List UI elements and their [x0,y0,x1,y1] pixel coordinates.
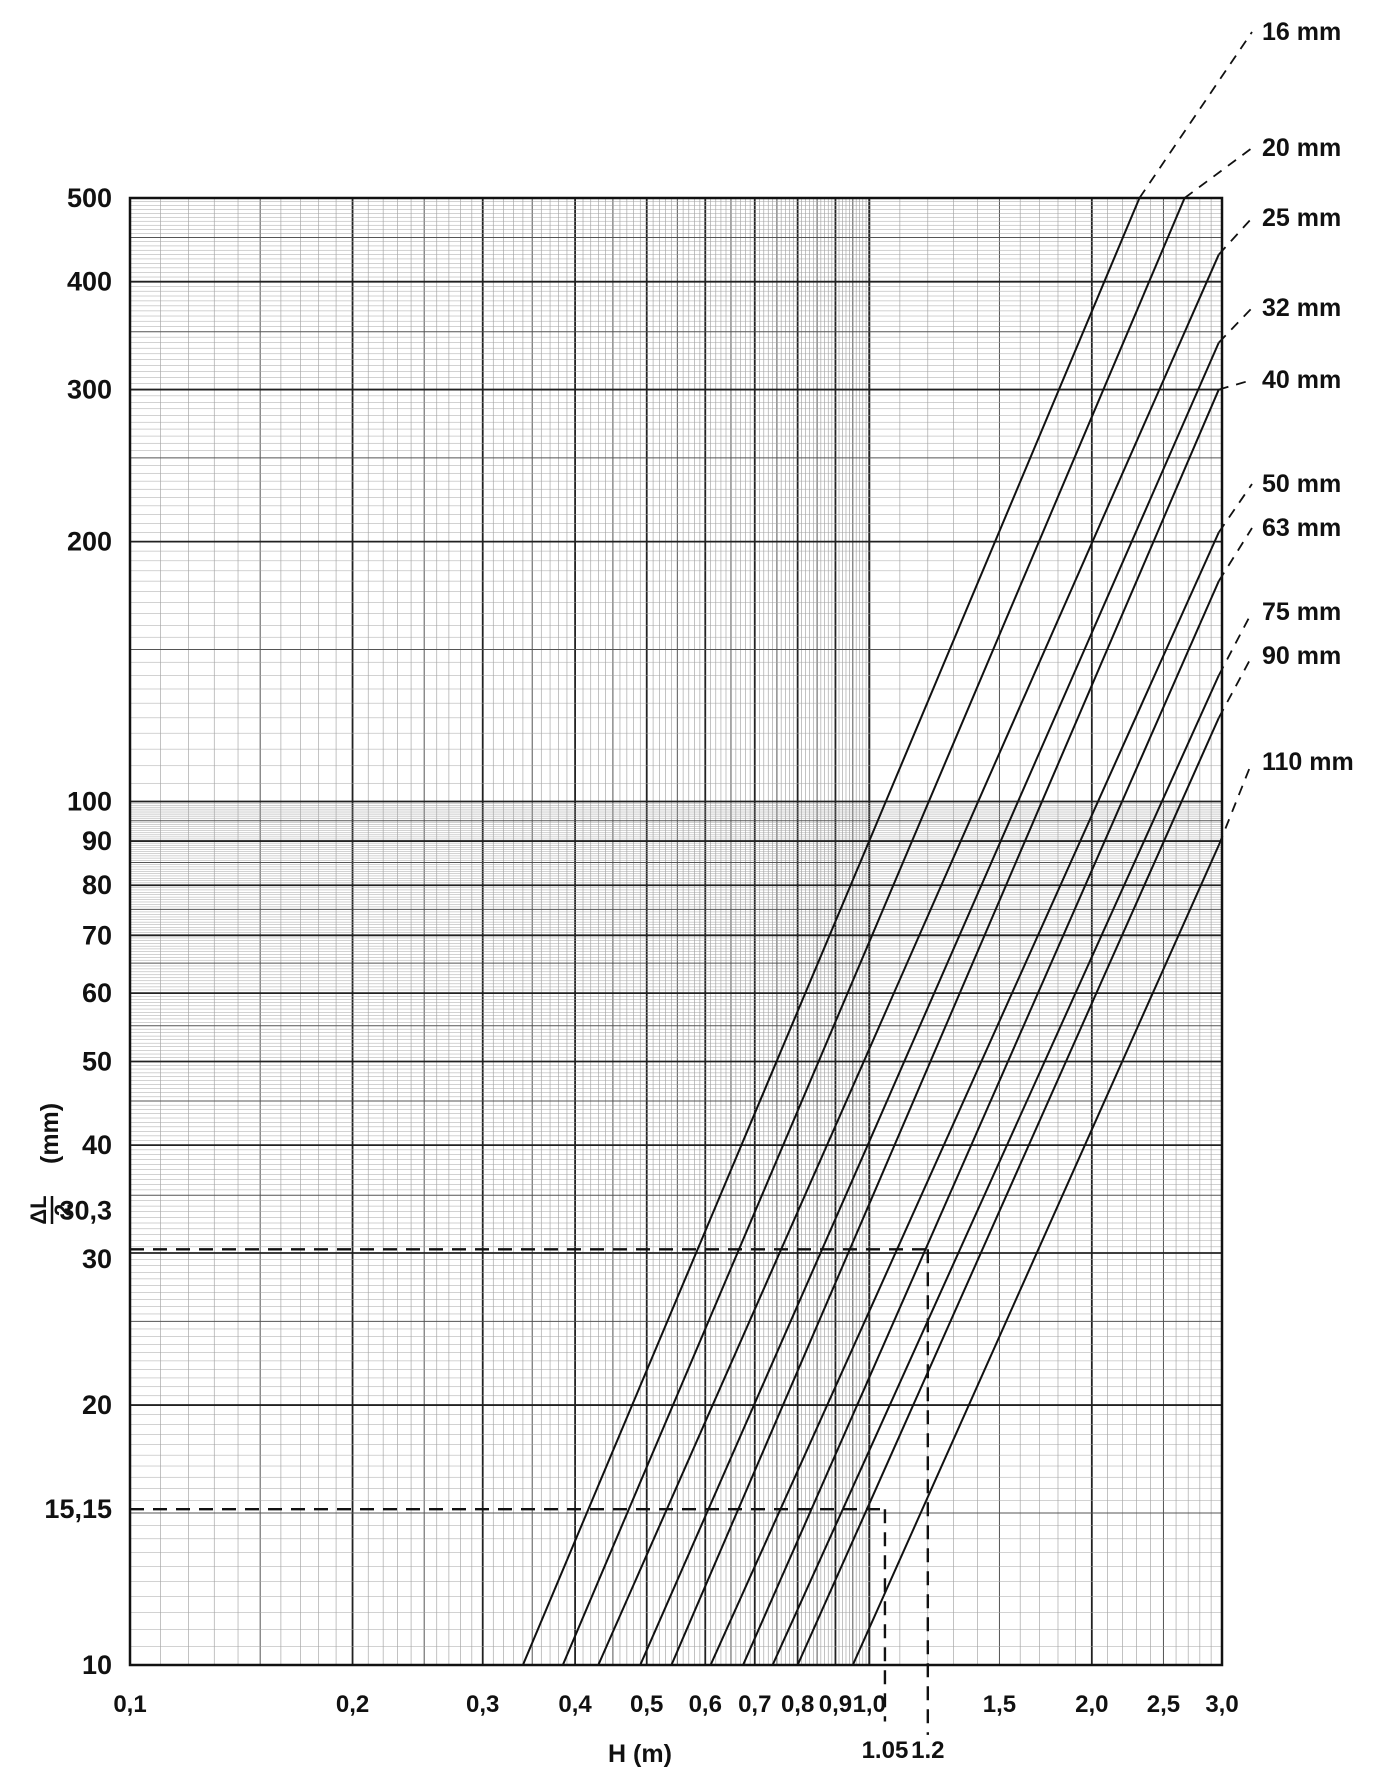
x-tick-label: 1,5 [983,1691,1016,1718]
y-axis-ticks: 10 15,15 20 30 30,3 40 50 60 70 80 90 100 200 300 400 5… [44,183,112,1680]
x-axis-ticks: 0,1 0,2 0,3 0,4 0,5 0,6 0,7 0,8 0,9 1,0 1,5 2,0 2,5 3… [113,1691,1238,1764]
series-leader-50-mm [1218,483,1253,533]
series-leader-40-mm [1218,379,1253,391]
series-leader-16-mm [1138,31,1253,199]
x-tick-label: 2,0 [1075,1691,1108,1718]
x-tick-label: 0,4 [558,1691,592,1718]
y-axis-label-top: ΔL [26,1195,51,1224]
x-tick-label: 0,8 [781,1691,814,1718]
plot-frame [128,196,1224,1667]
series-line-50-mm [709,531,1220,1666]
series-label-90-mm: 90 mm [1262,642,1341,670]
series-leader-75-mm [1217,611,1253,676]
y-tick-label: 30,3 [59,1195,112,1225]
y-tick-label: 15,15 [44,1494,112,1524]
series-line-75-mm [771,674,1220,1666]
y-tick-label: 70 [82,920,112,950]
x-tick-label: 2,5 [1147,1691,1180,1718]
series-label-50-mm: 50 mm [1262,470,1341,498]
series-line-32-mm [639,342,1220,1666]
y-axis-label-unit: (mm) [36,1103,64,1164]
y-tick-label: 100 [67,787,112,817]
series-leader-25-mm [1218,217,1253,256]
y-tick-label: 300 [67,375,112,405]
series-label-32-mm: 32 mm [1262,294,1341,322]
x-tick-label: 0,9 [819,1691,852,1718]
x-tick-label: 1,0 [853,1691,886,1718]
y-tick-label: 30 [82,1244,112,1274]
series-label-25-mm: 25 mm [1262,204,1341,232]
y-tick-label: 80 [82,870,112,900]
y-tick-label: 10 [82,1650,112,1680]
series-line-110-mm [851,844,1220,1666]
y-tick-label: 40 [82,1130,112,1160]
y-tick-label: 60 [82,978,112,1008]
series-line-16-mm [521,197,1141,1666]
y-tick-label: 200 [67,527,112,557]
y-tick-label: 400 [67,267,112,297]
y-tick-label: 20 [82,1390,112,1420]
x-tick-label: 0,3 [466,1691,499,1718]
y-tick-label: 50 [82,1046,112,1076]
series-label-110-mm: 110 mm [1262,748,1354,776]
series-label-16-mm: 16 mm [1262,18,1341,46]
series-line-63-mm [742,580,1220,1666]
y-tick-label: 90 [82,826,112,856]
series-line-40-mm [670,389,1220,1666]
series-label-20-mm: 20 mm [1262,134,1341,162]
series-line-20-mm [561,197,1186,1666]
series-line-25-mm [597,254,1220,1666]
series-label-40-mm: 40 mm [1262,366,1341,394]
series-lines [521,31,1253,1666]
series-label-75-mm: 75 mm [1262,598,1341,626]
grid [129,197,1223,1666]
series-leader-90-mm [1217,655,1253,719]
x-tick-label: 3,0 [1205,1691,1238,1718]
y-axis-label-bottom: 2 [50,1204,75,1216]
series-leader-63-mm [1218,527,1253,582]
y-tick-label: 500 [67,183,112,213]
y-axis-label: ΔL 2 (mm) [26,1103,75,1225]
series-label-63-mm: 63 mm [1262,514,1341,542]
series-labels: 16 mm 20 mm 25 mm 32 mm 40 mm 50 mm 63 mm 75 mm… [1262,18,1354,776]
x-extra-tick-label: 1.05 [862,1737,909,1764]
series-leader-110-mm [1217,761,1253,846]
reference-lines [130,1248,930,1735]
x-extra-tick-label: 1.2 [911,1737,944,1764]
x-tick-label: 0,1 [113,1691,146,1718]
x-tick-label: 0,6 [689,1691,722,1718]
series-leader-20-mm [1184,147,1253,199]
series-line-90-mm [796,717,1220,1666]
x-tick-label: 0,7 [738,1691,771,1718]
plot-border [128,196,1224,1667]
x-tick-label: 0,5 [630,1691,663,1718]
x-tick-label: 0,2 [336,1691,369,1718]
x-axis-label: H (m) [608,1740,672,1768]
series-leader-32-mm [1218,307,1253,344]
